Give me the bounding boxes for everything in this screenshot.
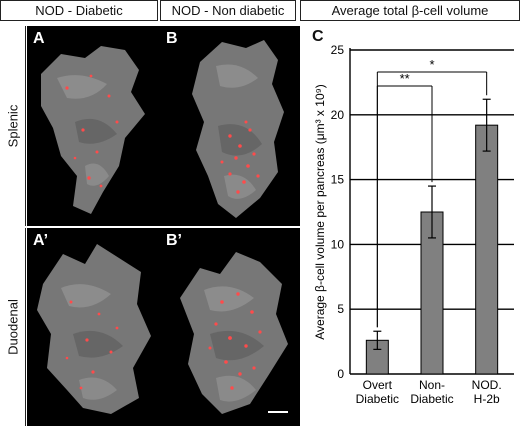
tissue-image-a xyxy=(41,46,145,214)
x-tick-label-1-0: Non- xyxy=(419,378,445,392)
panel-b-splenic-non-diabetic: B xyxy=(160,26,300,226)
row-label-duodenal: Duodenal xyxy=(0,228,26,426)
header-average-volume-label: Average total β-cell volume xyxy=(331,3,489,18)
bar-chart: 0 5 10 15 20 25 Average β-cell volume per panc… xyxy=(313,43,514,406)
y-tick-label-0: 0 xyxy=(337,367,344,381)
panel-a-splenic-diabetic: A xyxy=(27,26,160,226)
y-tick-label-1: 5 xyxy=(337,302,344,316)
y-axis-label: Average β-cell volume per pancreas (μm³ … xyxy=(313,84,327,340)
panel-letter-a: A xyxy=(33,30,45,47)
x-tick-label-2-0: NOD. xyxy=(472,378,502,392)
y-tick-label-5: 25 xyxy=(331,43,345,57)
header-diabetic: NOD - Diabetic xyxy=(0,0,158,21)
header-non-diabetic-label: NOD - Non diabetic xyxy=(171,3,285,18)
bar-2 xyxy=(475,124,499,375)
tissue-image-b xyxy=(192,40,284,218)
header-diabetic-label: NOD - Diabetic xyxy=(35,3,123,18)
tissue-image-b-prime xyxy=(180,252,288,414)
y-tick-label-2: 10 xyxy=(331,237,345,251)
y-tick-label-3: 15 xyxy=(331,173,345,187)
panel-b-prime-duodenal-non-diabetic: B’ xyxy=(160,228,300,426)
panel-letter-c: C xyxy=(312,28,324,45)
significance-label-1: * xyxy=(429,57,434,72)
x-tick-label-0-0: Overt xyxy=(363,378,393,392)
significance-label-0: ** xyxy=(400,71,410,86)
row-label-duodenal-text: Duodenal xyxy=(5,299,21,355)
header-average-volume: Average total β-cell volume xyxy=(300,0,520,21)
panel-letter-b-prime: B’ xyxy=(166,232,182,249)
x-tick-label-0-1: Diabetic xyxy=(356,392,399,406)
row-label-splenic: Splenic xyxy=(0,26,26,226)
x-tick-label-2-1: H-2b xyxy=(474,392,500,406)
y-tick-label-4: 20 xyxy=(331,108,345,122)
panel-a-prime-duodenal-diabetic: A’ xyxy=(27,228,160,426)
tissue-image-a-prime xyxy=(37,244,151,414)
panel-letter-a-prime: A’ xyxy=(33,232,49,249)
x-tick-label-1-1: Diabetic xyxy=(410,392,453,406)
panel-letter-b: B xyxy=(166,30,178,47)
row-label-splenic-text: Splenic xyxy=(5,104,21,148)
header-non-diabetic: NOD - Non diabetic xyxy=(160,0,296,21)
chart-panel-c: C 0 5 10 15 20 25 Average β-cell volume per pa… xyxy=(310,26,520,426)
